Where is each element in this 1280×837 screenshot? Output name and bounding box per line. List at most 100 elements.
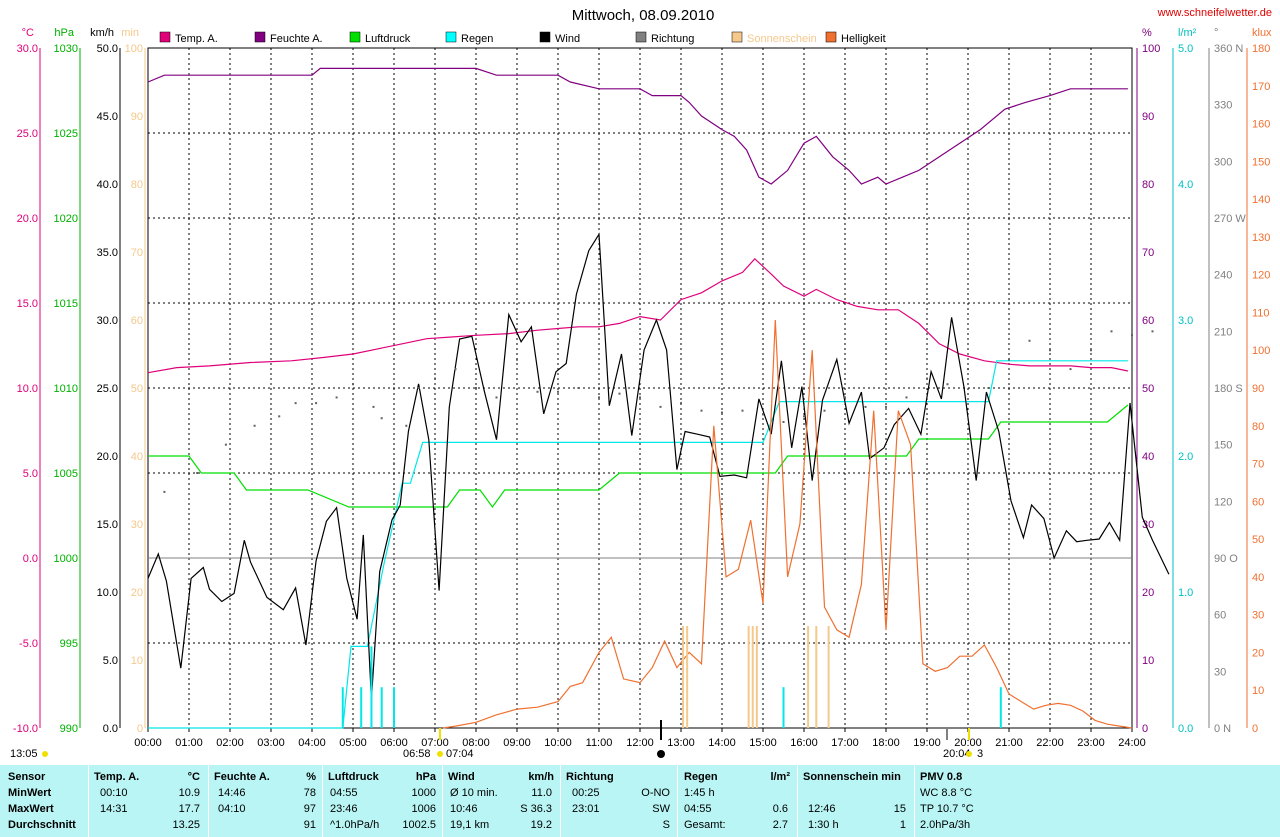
direction-dot xyxy=(721,411,723,414)
direction-dot xyxy=(823,409,826,412)
legend-label: Wind xyxy=(555,33,580,45)
table-cell-regen_v: 2.7 xyxy=(772,819,788,831)
left-tick-label: 45.0 xyxy=(97,111,118,123)
left-tick-label: 70 xyxy=(131,247,143,259)
sunset-icon xyxy=(966,751,972,757)
left-tick-label: 1005 xyxy=(54,468,78,480)
hdr-sensor: Sensor xyxy=(8,771,46,783)
sunrise2-marker: 07:04 xyxy=(446,748,474,760)
table-cell-feu_v: 91 xyxy=(303,819,316,831)
right-tick-label: 0 xyxy=(1252,723,1258,735)
table-cell-wind_t: 19,1 km xyxy=(450,819,490,831)
direction-dot xyxy=(224,443,227,446)
direction-dot xyxy=(1049,349,1051,352)
right-axis-unit: ° xyxy=(1214,27,1218,39)
table-cell-luft_t: ^1.0hPa/h xyxy=(330,819,380,831)
left-tick-label: -10.0 xyxy=(13,723,38,735)
left-tick-label: 15.0 xyxy=(17,298,38,310)
hdr-luftdruck: Luftdruck xyxy=(328,771,379,783)
table-cell-regen_t: 1:45 h xyxy=(684,787,715,799)
direction-dot xyxy=(454,368,457,371)
hdr-richtung: Richtung xyxy=(566,771,614,783)
statistics-table: Sensor Temp. A. °C Feuchte A. % Luftdruc… xyxy=(0,765,1280,837)
hdr-wind-unit: km/h xyxy=(528,771,554,783)
direction-dot xyxy=(278,415,281,418)
direction-dot xyxy=(393,462,395,465)
left-tick-label: 30.0 xyxy=(97,315,118,327)
right-tick-label: 180 S xyxy=(1214,383,1243,395)
left-tick-label: 1030 xyxy=(54,43,78,55)
direction-dot xyxy=(926,377,928,380)
right-tick-label: 0 N xyxy=(1214,723,1231,735)
markers: 13:05 06:58 07:04 20:04 3 xyxy=(10,720,983,760)
right-tick-label: 30 xyxy=(1214,666,1226,678)
left-tick-label: 40.0 xyxy=(97,179,118,191)
table-cell-temp_v: 10.9 xyxy=(178,787,200,799)
x-tick-label: 17:00 xyxy=(831,737,859,749)
direction-dot xyxy=(163,490,166,493)
table-cell-regen_t: 04:55 xyxy=(684,803,712,815)
right-tick-label: 180 xyxy=(1252,43,1270,55)
direction-dot xyxy=(536,390,539,393)
left-axis-unit: °C xyxy=(22,27,34,39)
table-cell-label: MaxWert xyxy=(8,803,54,815)
left-tick-label: 1015 xyxy=(54,298,78,310)
weather-chart: °C30.025.020.015.010.05.00.0-5.0-10.0hPa… xyxy=(10,7,1272,760)
x-tick-label: 24:00 xyxy=(1118,737,1146,749)
x-tick-label: 19:00 xyxy=(913,737,941,749)
right-tick-label: 120 xyxy=(1252,270,1270,282)
table-cell-feu_v: 97 xyxy=(303,803,316,815)
direction-dot xyxy=(967,368,969,371)
x-tick-label: 20:00 xyxy=(954,737,982,749)
right-tick-label: 60 xyxy=(1142,315,1154,327)
right-tick-label: 40 xyxy=(1142,451,1154,463)
left-tick-label: 5.0 xyxy=(23,468,38,480)
left-tick-label: 30.0 xyxy=(17,43,38,55)
table-cell-rich_v: SW xyxy=(652,803,670,815)
table-cell-pmv: WC 8.8 °C xyxy=(920,787,973,799)
table-cell-luft_v: 1006 xyxy=(411,803,436,815)
hdr-sonnenschein: Sonnenschein min xyxy=(803,771,901,783)
right-tick-label: 100 xyxy=(1252,345,1270,357)
grid xyxy=(147,47,1133,729)
left-tick-label: 80 xyxy=(131,179,143,191)
direction-dot xyxy=(741,409,744,412)
table-cell-sonne_v: 1 xyxy=(899,819,906,831)
table-cell-luft_t: 04:55 xyxy=(330,787,358,799)
left-tick-label: 1020 xyxy=(54,213,78,225)
hdr-wind: Wind xyxy=(448,771,475,783)
left-tick-label: 10.0 xyxy=(97,587,118,599)
left-tick-label: 10 xyxy=(131,655,143,667)
legend-swatch xyxy=(349,31,361,43)
right-tick-label: 360 N xyxy=(1214,43,1243,55)
direction-dot xyxy=(598,396,600,399)
chart-title: Mittwoch, 08.09.2010 xyxy=(572,7,715,24)
direction-dot xyxy=(516,358,518,361)
left-tick-label: 20 xyxy=(131,587,143,599)
legend-swatch xyxy=(825,31,837,43)
sunset-marker: 20:04 xyxy=(943,748,971,760)
right-tick-label: 330 xyxy=(1214,100,1232,112)
hdr-pmv: PMV 0.8 xyxy=(920,771,963,783)
direction-dot xyxy=(782,421,785,423)
x-tick-label: 02:00 xyxy=(216,737,244,749)
left-tick-label: 30 xyxy=(131,519,143,531)
direction-dot xyxy=(1131,334,1133,337)
right-axis-unit: klux xyxy=(1252,27,1272,39)
x-tick-label: 12:00 xyxy=(626,737,654,749)
direction-dot xyxy=(946,383,949,386)
x-tick-label: 11:00 xyxy=(586,737,613,749)
left-tick-label: 0 xyxy=(137,723,143,735)
right-tick-label: 2.0 xyxy=(1178,451,1193,463)
hdr-regen-unit: l/m² xyxy=(770,771,790,783)
table-cell-feu_v: 78 xyxy=(303,787,316,799)
right-tick-label: 60 xyxy=(1252,496,1264,508)
right-tick-label: 5.0 xyxy=(1178,43,1193,55)
x-tick-label: 21:00 xyxy=(995,737,1023,749)
left-tick-label: 20.0 xyxy=(17,213,38,225)
direction-dot xyxy=(987,387,990,389)
table-cell-wind_v: S 36.3 xyxy=(520,803,552,815)
sun-icon xyxy=(42,751,48,757)
table-cell-luft_t: 23:46 xyxy=(330,803,358,815)
direction-dot xyxy=(417,387,420,389)
